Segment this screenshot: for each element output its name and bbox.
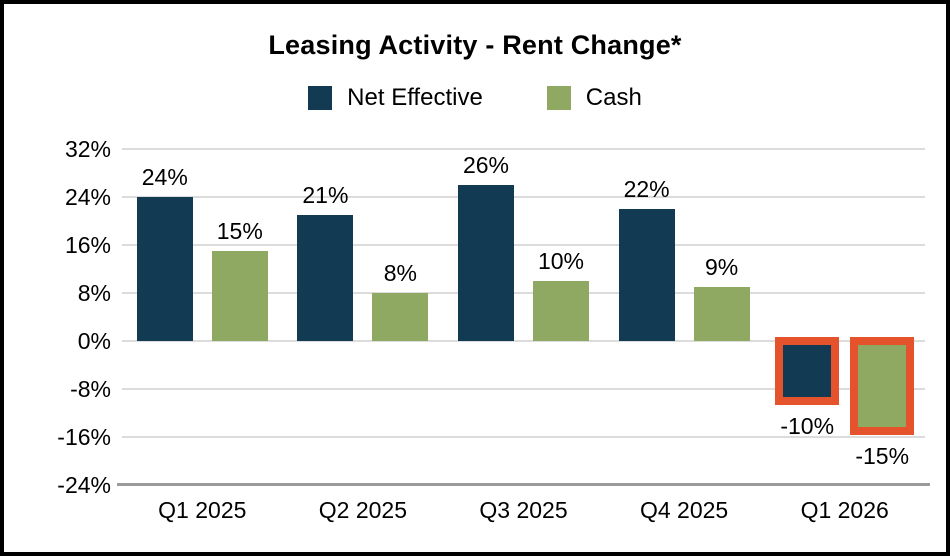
y-gridline-0 [122,340,925,342]
bar-net-effective-q1-2025 [136,197,193,341]
x-axis-category-label-q1-2026: Q1 2026 [800,497,889,523]
x-axis-category-label-q2-2025: Q2 2025 [318,497,408,523]
y-axis-tick-label-32: 32% [64,136,111,162]
y-gridline-32 [122,148,925,150]
bar-value-label-net-effective-q3-2025: 26% [462,152,510,178]
bar-value-label-cash-q4-2025: 9% [704,254,739,280]
bar-value-label-net-effective-q1-2025: 24% [141,164,188,190]
plot-area: 32% 24% 16% 8% 0% -8% -16% -24% Q1 2025 24% 15% Q2 … [4,4,946,552]
y-axis-tick-label-0: 0% [77,328,111,354]
y-axis-tick-label-24: 24% [64,184,111,210]
bar-cash-q4-2025 [693,287,750,341]
bar-net-effective-q2-2025 [297,215,354,341]
cash-swatch-icon [546,86,571,110]
bar-cash-q2-2025 [372,293,429,341]
y-axis-tick-label--24: -24% [57,472,111,498]
legend-label-net-effective: Net Effective [347,84,483,111]
legend-label-cash: Cash [585,84,642,111]
y-gridline--8 [122,388,925,390]
x-axis-category-label-q4-2025: Q4 2025 [639,497,729,523]
y-gridline--16 [122,436,925,438]
legend-item-cash: Cash [546,84,642,112]
bar-cash-q1-2026 [850,337,915,435]
y-axis-tick-label--8: -8% [70,376,111,402]
chart-title: Leasing Activity - Rent Change* [268,30,682,60]
bar-value-label-cash-q3-2025: 10% [537,248,585,274]
bar-value-label-net-effective-q2-2025: 21% [302,182,349,208]
bar-value-label-cash-q1-2026: -15% [855,443,910,469]
legend-item-net-effective: Net Effective [308,84,483,112]
y-axis-tick-label-16: 16% [64,232,111,258]
bar-value-label-cash-q2-2025: 8% [383,260,418,286]
bar-cash-q1-2025 [211,251,268,341]
bar-value-label-net-effective-q1-2026: -10% [780,413,835,439]
bar-cash-q3-2025 [533,281,589,341]
bar-value-label-net-effective-q4-2025: 22% [623,176,670,202]
y-gridline-16 [122,244,925,246]
y-axis-tick-label--16: -16% [57,424,111,450]
bar-value-label-cash-q1-2025: 15% [216,218,263,244]
x-axis-category-label-q1-2025: Q1 2025 [158,497,247,523]
y-axis-tick-label-8: 8% [77,280,111,306]
y-gridline-24 [122,196,925,198]
legend: Net Effective Cash [4,84,946,112]
bar-net-effective-q4-2025 [618,209,675,341]
y-gridline-8 [122,292,925,294]
bar-net-effective-q1-2026 [775,337,840,405]
x-axis-line [117,483,930,486]
x-axis-category-label-q3-2025: Q3 2025 [479,497,568,523]
net-effective-swatch-icon [308,86,333,110]
bar-net-effective-q3-2025 [458,185,514,341]
